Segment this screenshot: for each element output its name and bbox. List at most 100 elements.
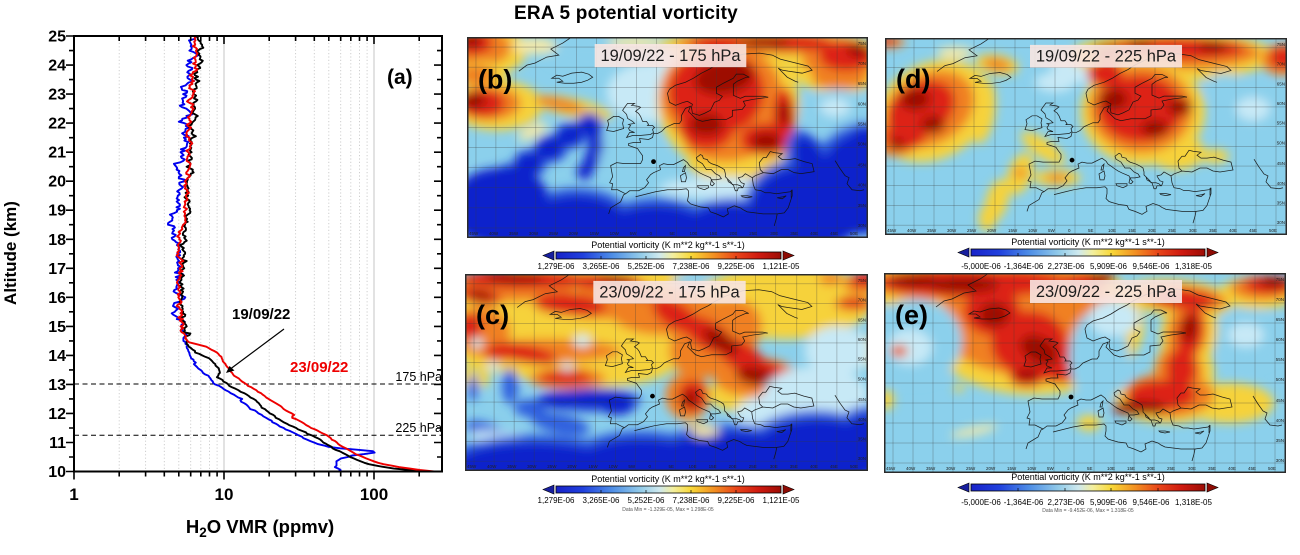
svg-text:Data Min = -1.329E-05, Max = 1: Data Min = -1.329E-05, Max = 1.298E-05: [622, 507, 714, 513]
svg-text:3,265E-06: 3,265E-06: [583, 496, 620, 505]
svg-text:75N: 75N: [858, 41, 866, 46]
svg-text:23: 23: [48, 87, 66, 104]
svg-text:45N: 45N: [1276, 398, 1284, 403]
svg-text:15W: 15W: [1008, 228, 1018, 233]
svg-text:Potential vorticity (K m**2 kg: Potential vorticity (K m**2 kg**-1 s**-1…: [1011, 472, 1165, 482]
svg-text:50E: 50E: [850, 231, 858, 236]
svg-text:1: 1: [69, 485, 78, 504]
svg-text:(a): (a): [387, 66, 413, 89]
svg-text:30W: 30W: [527, 464, 537, 469]
svg-text:50E: 50E: [1269, 228, 1277, 233]
svg-text:60N: 60N: [1276, 337, 1284, 342]
svg-text:(b): (b): [478, 64, 512, 94]
svg-text:5W: 5W: [1047, 466, 1055, 471]
svg-text:5E: 5E: [1087, 466, 1093, 471]
svg-text:1,318E-05: 1,318E-05: [1175, 498, 1212, 507]
svg-text:5W: 5W: [630, 231, 637, 236]
svg-text:Potential vorticity (K m**2 kg: Potential vorticity (K m**2 kg**-1 s**-1…: [591, 240, 745, 250]
svg-text:45E: 45E: [830, 231, 838, 236]
svg-text:1,121E-05: 1,121E-05: [763, 496, 800, 505]
svg-text:35E: 35E: [790, 231, 798, 236]
svg-text:10: 10: [215, 485, 234, 504]
svg-text:0: 0: [650, 231, 653, 236]
svg-text:35W: 35W: [507, 464, 517, 469]
svg-text:25W: 25W: [547, 464, 557, 469]
svg-text:25E: 25E: [749, 231, 757, 236]
svg-text:20W: 20W: [567, 464, 577, 469]
svg-text:35E: 35E: [790, 464, 798, 469]
svg-text:15W: 15W: [590, 231, 600, 236]
svg-text:10E: 10E: [689, 464, 697, 469]
svg-text:25E: 25E: [1168, 228, 1176, 233]
svg-text:70N: 70N: [858, 61, 866, 66]
svg-text:45E: 45E: [1249, 228, 1257, 233]
svg-text:30W: 30W: [946, 466, 956, 471]
svg-text:0: 0: [648, 464, 651, 469]
svg-text:40E: 40E: [810, 464, 818, 469]
svg-text:75N: 75N: [1276, 277, 1284, 282]
svg-text:15E: 15E: [709, 464, 717, 469]
svg-text:20E: 20E: [729, 464, 737, 469]
svg-text:40W: 40W: [907, 228, 917, 233]
svg-text:60N: 60N: [1277, 101, 1285, 106]
svg-text:10: 10: [48, 464, 66, 481]
svg-text:15E: 15E: [1127, 466, 1135, 471]
svg-text:16: 16: [48, 290, 66, 307]
svg-text:15E: 15E: [709, 231, 717, 236]
svg-text:0: 0: [1067, 466, 1070, 471]
svg-text:55N: 55N: [1276, 357, 1284, 362]
svg-text:50E: 50E: [850, 464, 858, 469]
svg-text:1,318E-05: 1,318E-05: [1175, 262, 1212, 271]
svg-text:5,252E-06: 5,252E-06: [628, 496, 665, 505]
svg-text:15E: 15E: [1128, 228, 1136, 233]
svg-text:45E: 45E: [830, 464, 838, 469]
svg-text:Altitude (km): Altitude (km): [1, 201, 20, 305]
svg-text:0: 0: [1068, 228, 1071, 233]
svg-text:65N: 65N: [858, 317, 866, 322]
svg-text:10E: 10E: [1107, 466, 1115, 471]
svg-text:7,238E-06: 7,238E-06: [673, 262, 710, 271]
svg-text:40N: 40N: [1277, 181, 1285, 186]
svg-text:7,238E-06: 7,238E-06: [673, 496, 710, 505]
svg-text:70N: 70N: [1277, 62, 1285, 67]
svg-text:-1,364E-06: -1,364E-06: [1004, 262, 1044, 271]
svg-text:45W: 45W: [887, 228, 897, 233]
svg-text:40E: 40E: [810, 231, 818, 236]
svg-text:5E: 5E: [669, 464, 675, 469]
svg-text:40W: 40W: [489, 231, 499, 236]
svg-text:35W: 35W: [927, 228, 937, 233]
svg-text:70N: 70N: [1276, 297, 1284, 302]
svg-text:25: 25: [48, 29, 66, 46]
svg-text:35E: 35E: [1208, 466, 1216, 471]
svg-text:-5,000E-06: -5,000E-06: [961, 498, 1001, 507]
svg-text:10W: 10W: [1028, 228, 1038, 233]
svg-text:15: 15: [48, 319, 66, 336]
svg-text:30E: 30E: [770, 464, 778, 469]
svg-text:10W: 10W: [608, 464, 618, 469]
svg-text:30N: 30N: [858, 456, 866, 461]
svg-text:10W: 10W: [610, 231, 620, 236]
svg-text:25W: 25W: [966, 466, 976, 471]
svg-text:5E: 5E: [1088, 228, 1094, 233]
svg-text:40N: 40N: [858, 183, 866, 188]
svg-text:15W: 15W: [588, 464, 598, 469]
svg-text:35N: 35N: [858, 437, 866, 442]
svg-text:40N: 40N: [1276, 418, 1284, 423]
svg-text:5,909E-06: 5,909E-06: [1090, 262, 1127, 271]
svg-text:13: 13: [48, 377, 66, 394]
svg-text:30E: 30E: [1189, 228, 1197, 233]
svg-text:35E: 35E: [1209, 228, 1217, 233]
svg-text:40E: 40E: [1229, 228, 1237, 233]
svg-text:20E: 20E: [729, 231, 737, 236]
svg-text:15W: 15W: [1007, 466, 1017, 471]
svg-text:5W: 5W: [1048, 228, 1056, 233]
svg-text:18: 18: [48, 232, 66, 249]
svg-text:40E: 40E: [1228, 466, 1236, 471]
svg-text:20W: 20W: [986, 466, 996, 471]
svg-text:75N: 75N: [858, 278, 866, 283]
svg-text:1,121E-05: 1,121E-05: [763, 262, 800, 271]
svg-text:45N: 45N: [1277, 161, 1285, 166]
svg-text:10E: 10E: [689, 231, 697, 236]
svg-text:10E: 10E: [1108, 228, 1116, 233]
svg-text:-1,364E-06: -1,364E-06: [1004, 498, 1044, 507]
